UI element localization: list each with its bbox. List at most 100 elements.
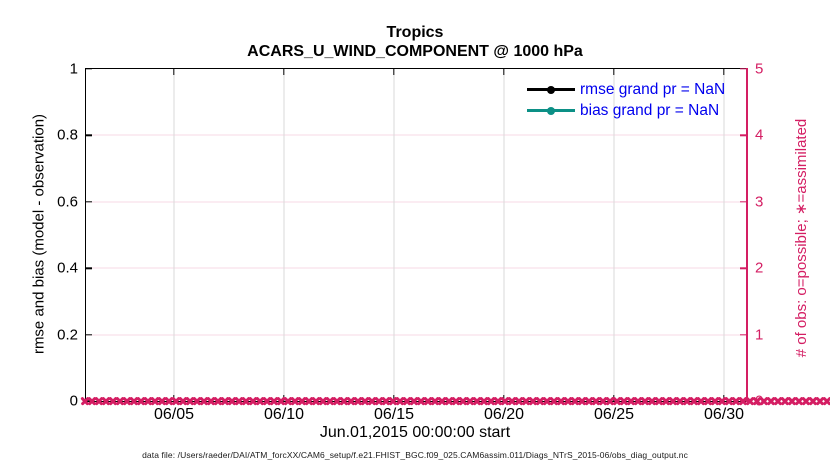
right-axis-tick: [740, 68, 746, 70]
obs-marker-icon: [424, 397, 431, 406]
obs-marker-icon: [151, 397, 158, 406]
obs-marker-icon: [263, 397, 270, 406]
obs-marker-icon: [655, 397, 662, 406]
obs-marker-icon: [193, 397, 200, 406]
obs-marker-icon: [347, 397, 354, 406]
obs-marker-icon: [620, 397, 627, 406]
obs-marker-icon: [550, 397, 557, 406]
y-axis-tick-label-left: 0.6: [57, 193, 78, 211]
top-axis-tick: [173, 69, 175, 75]
obs-marker-icon: [676, 397, 683, 406]
obs-marker-icon: [354, 397, 361, 406]
obs-marker-icon: [634, 397, 641, 406]
y-axis-tick-label-right: 0: [755, 392, 764, 410]
x-axis-tick-label: 06/10: [263, 406, 305, 423]
obs-marker-icon: [494, 397, 501, 406]
legend-label-bias: bias grand pr = NaN: [580, 101, 720, 119]
chart-title: Tropics: [386, 24, 444, 41]
obs-marker-icon: [228, 397, 235, 406]
y-axis-tick-label-left: 0: [69, 392, 78, 410]
obs-marker-icon: [284, 397, 291, 406]
obs-marker-icon: [256, 397, 263, 406]
obs-marker-icon: [333, 397, 340, 406]
obs-marker-icon: [564, 397, 571, 406]
legend-row: rmse grand pr = NaN: [527, 79, 725, 100]
right-axis-tick: [740, 134, 746, 137]
x-axis-tick-label: 06/05: [153, 406, 195, 423]
obs-marker-icon: [627, 397, 634, 406]
obs-marker-icon: [788, 397, 795, 406]
gridline-horizontal: [86, 267, 746, 269]
gridline-horizontal: [86, 134, 746, 136]
y-axis-tick-label-right: 4: [755, 126, 764, 144]
obs-marker-icon: [536, 397, 543, 406]
obs-marker-icon: [690, 397, 697, 406]
obs-marker-icon: [235, 397, 242, 406]
top-axis-tick: [503, 69, 505, 75]
obs-marker-icon: [452, 397, 459, 406]
left-axis-tick: [86, 267, 92, 269]
obs-marker-icon: [648, 397, 655, 406]
obs-marker-icon: [361, 397, 368, 406]
obs-marker-icon: [403, 397, 410, 406]
rmse-legend-line-icon: [527, 85, 575, 94]
top-axis-tick: [723, 69, 725, 75]
x-axis-tick-label: 06/15: [373, 406, 415, 423]
obs-marker-icon: [725, 397, 732, 406]
obs-marker-icon: [291, 397, 298, 406]
legend-row: bias grand pr = NaN: [527, 100, 725, 121]
data-file-caption: data file: /Users/raeder/DAI/ATM_forcXX/…: [142, 450, 688, 460]
obs-marker-icon: [165, 397, 172, 406]
obs-marker-icon: [312, 397, 319, 406]
y-axis-tick-label-right: 5: [755, 60, 764, 78]
obs-marker-icon: [298, 397, 305, 406]
top-axis-tick: [613, 69, 615, 75]
obs-marker-icon: [641, 397, 648, 406]
y-axis-tick-label-right: 1: [755, 326, 764, 344]
obs-marker-icon: [221, 397, 228, 406]
obs-marker-icon: [557, 397, 564, 406]
obs-marker-icon: [767, 397, 774, 406]
obs-marker-icon: [606, 397, 613, 406]
left-axis-tick: [86, 333, 92, 336]
gridline-vertical: [173, 69, 175, 401]
obs-marker-icon: [795, 397, 802, 406]
y-axis-label-right: # of obs: o=possible; ∗=assimilated: [793, 118, 810, 358]
obs-marker-icon: [95, 397, 102, 406]
obs-marker-icon: [179, 397, 186, 406]
obs-marker-icon: [144, 397, 151, 406]
obs-marker-icon: [571, 397, 578, 406]
obs-marker-icon: [382, 397, 389, 406]
bottom-axis-tick: [723, 395, 725, 401]
y-axis-tick-label-right: 2: [755, 259, 764, 277]
left-axis-tick: [86, 201, 92, 203]
x-axis-label: Jun.01,2015 00:00:00 start: [319, 424, 511, 441]
obs-marker-icon: [109, 397, 116, 406]
obs-marker-icon: [487, 397, 494, 406]
obs-marker-icon: [809, 397, 816, 406]
chart-subtitle: ACARS_U_WIND_COMPONENT @ 1000 hPa: [247, 43, 583, 60]
y-axis-tick-label-left: 0.8: [57, 126, 78, 144]
top-axis-tick: [283, 69, 285, 75]
obs-marker-icon: [305, 397, 312, 406]
obs-marker-icon: [802, 397, 809, 406]
obs-marker-icon: [508, 397, 515, 406]
obs-marker-icon: [130, 397, 137, 406]
bottom-axis-tick: [613, 395, 615, 401]
obs-marker-icon: [116, 397, 123, 406]
obs-marker-icon: [214, 397, 221, 406]
obs-marker-icon: [186, 397, 193, 406]
obs-marker-icon: [102, 397, 109, 406]
obs-marker-icon: [480, 397, 487, 406]
obs-marker-icon: [522, 397, 529, 406]
top-axis-tick: [393, 69, 395, 75]
obs-marker-icon: [340, 397, 347, 406]
right-axis-tick: [740, 400, 746, 402]
y-axis-tick-label-left: 1: [69, 60, 78, 78]
obs-marker-icon: [662, 397, 669, 406]
right-axis-tick: [740, 333, 746, 336]
obs-marker-icon: [473, 397, 480, 406]
obs-marker-icon: [249, 397, 256, 406]
obs-marker-icon: [774, 397, 781, 406]
